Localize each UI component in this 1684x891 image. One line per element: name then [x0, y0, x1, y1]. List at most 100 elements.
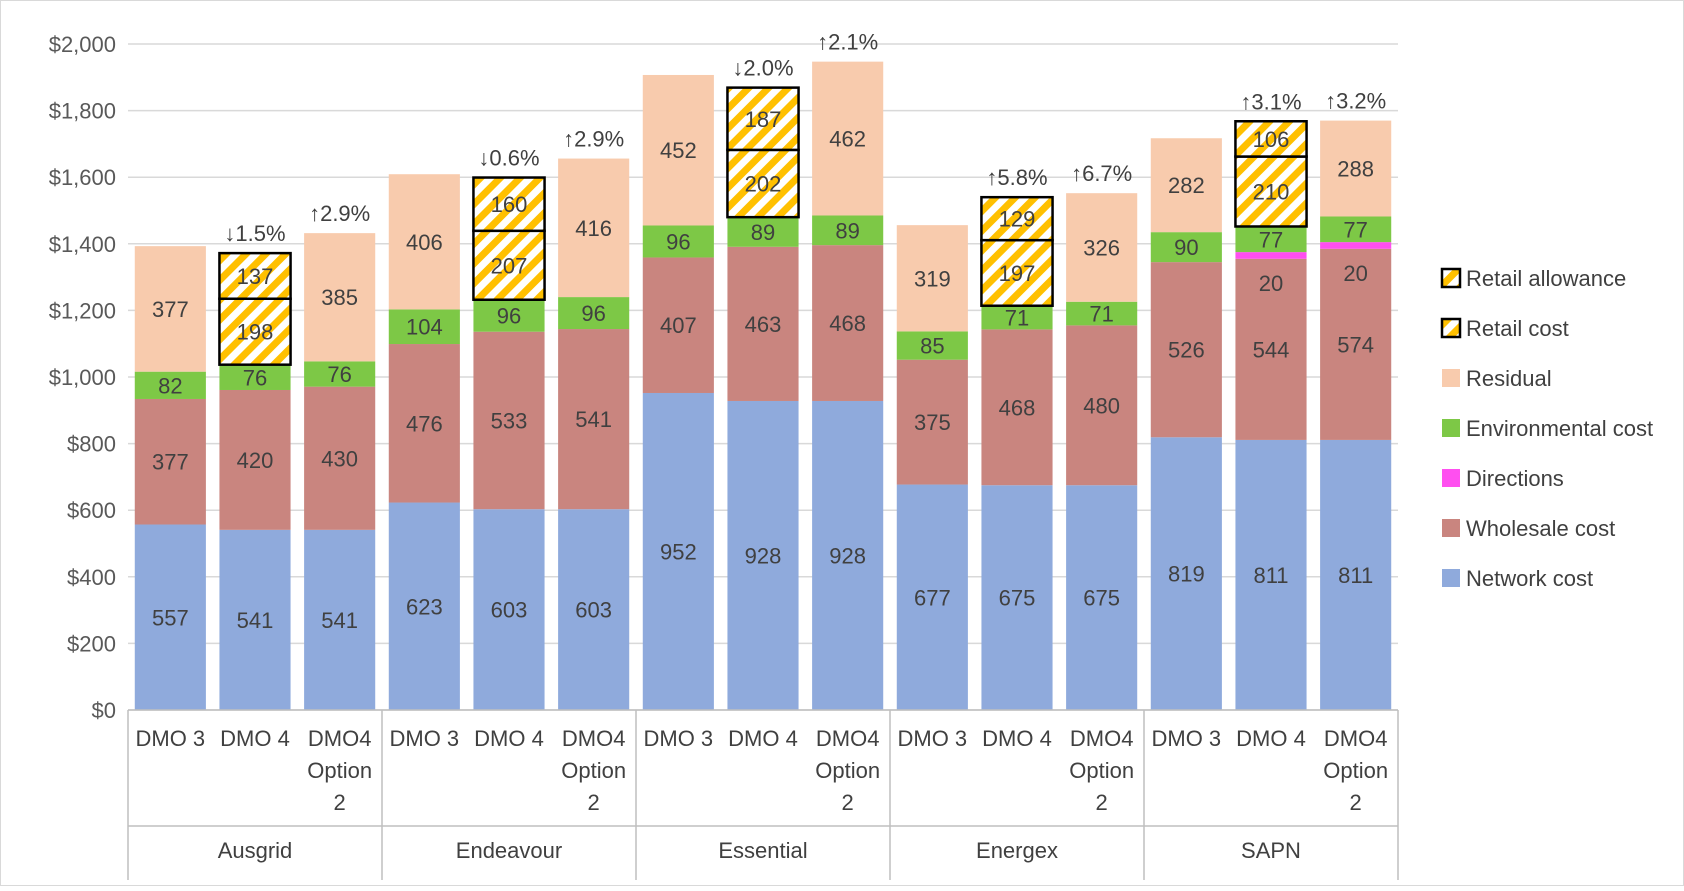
- category-label: Option: [1069, 758, 1134, 783]
- category-label: Option: [1323, 758, 1388, 783]
- bar-segment-wholesale: [727, 246, 799, 401]
- bar-segment-residual: [896, 225, 968, 332]
- bar-segment-retail-allowance: [980, 195, 1054, 242]
- bar-segment-wholesale: [388, 344, 460, 503]
- bar-segment-retail-allowance: [1234, 120, 1308, 158]
- bar-segment-environmental: [1066, 301, 1138, 326]
- bar-segment-residual: [134, 246, 206, 372]
- data-label: 187: [745, 107, 782, 132]
- bar-segment-environmental: [388, 309, 460, 345]
- bar-segment-environmental: [1320, 216, 1392, 243]
- data-label: 541: [237, 608, 274, 633]
- bar-segment-network: [388, 502, 460, 710]
- bar-segment-wholesale: [1150, 262, 1222, 438]
- bar-segment-environmental: [1235, 226, 1307, 253]
- data-label: 533: [491, 408, 528, 433]
- group-label: Essential: [718, 838, 807, 863]
- bar-segment-retail-cost: [980, 238, 1054, 307]
- bar-segment-directions: [1235, 252, 1307, 259]
- category-label: DMO4: [1070, 726, 1134, 751]
- data-label: 106: [1253, 127, 1290, 152]
- bar-segment-network: [473, 509, 545, 710]
- category-label: DMO 3: [389, 726, 459, 751]
- data-label: 76: [327, 362, 351, 387]
- category-label: DMO 3: [1151, 726, 1221, 751]
- data-label: 82: [158, 373, 182, 398]
- data-label: 326: [1083, 235, 1120, 260]
- change-annotation: ↑2.1%: [817, 30, 878, 55]
- data-label: 104: [406, 315, 443, 340]
- data-label: 71: [1005, 306, 1029, 331]
- change-annotation: ↑2.9%: [563, 127, 624, 152]
- data-label: 819: [1168, 562, 1205, 587]
- bar-segment-wholesale: [1320, 248, 1392, 440]
- bar-segment-environmental: [219, 364, 291, 390]
- group-label: Ausgrid: [218, 838, 293, 863]
- data-label: 416: [575, 216, 612, 241]
- data-label: 811: [1338, 563, 1373, 588]
- bar-segment-residual: [1066, 193, 1138, 302]
- legend-swatch-directions: [1442, 469, 1460, 487]
- change-annotation: ↑5.8%: [986, 165, 1047, 190]
- group-label: Endeavour: [456, 838, 562, 863]
- bar-segment-network: [134, 524, 206, 710]
- bar-segment-wholesale: [558, 329, 630, 510]
- legend-swatch-environmental: [1442, 419, 1460, 437]
- data-label: 202: [745, 172, 782, 197]
- change-annotation: ↓1.5%: [224, 221, 285, 246]
- category-label: DMO 4: [728, 726, 798, 751]
- data-label: 377: [152, 450, 189, 475]
- data-label: 77: [1259, 227, 1283, 252]
- data-label: 675: [1083, 586, 1120, 611]
- bar-segment-network: [1235, 439, 1307, 710]
- data-label: 406: [406, 230, 443, 255]
- data-label: 811: [1253, 563, 1288, 588]
- data-label: 198: [237, 320, 274, 345]
- data-label: 385: [321, 285, 358, 310]
- category-label: DMO 3: [135, 726, 205, 751]
- bar-segment-network: [1320, 439, 1392, 710]
- data-label: 468: [829, 311, 866, 336]
- y-tick-label: $2,000: [49, 32, 116, 57]
- category-label: DMO4: [1324, 726, 1388, 751]
- group-label: SAPN: [1241, 838, 1301, 863]
- bar-segment-retail-allowance: [218, 251, 292, 300]
- bar-segment-network: [1150, 437, 1222, 710]
- bar-segment-wholesale: [981, 329, 1053, 486]
- bar-segment-wholesale: [1066, 325, 1138, 486]
- y-tick-label: $600: [67, 498, 116, 523]
- bar-segment-network: [981, 485, 1053, 710]
- data-label: 207: [491, 253, 528, 278]
- y-axis: $0 $200 $400 $600 $800 $1,000 $1,200 $1,400 $1,6…: [49, 32, 116, 723]
- change-annotation: ↑3.2%: [1325, 89, 1386, 114]
- legend-label: Directions: [1466, 466, 1564, 491]
- category-label: DMO 3: [897, 726, 967, 751]
- data-label: 430: [321, 446, 358, 471]
- data-label: 574: [1337, 332, 1374, 357]
- bar-segment-residual: [1320, 120, 1392, 217]
- category-label: Option: [815, 758, 880, 783]
- y-tick-label: $400: [67, 565, 116, 590]
- bar-segment-environmental: [558, 297, 630, 330]
- bars: 557 377 82 377 541 420 76 198 137 541 430 76 385 623 4…: [134, 61, 1392, 710]
- data-label: 96: [666, 229, 690, 254]
- change-annotation: ↑3.1%: [1240, 89, 1301, 114]
- data-label: 319: [914, 266, 951, 291]
- data-label: 76: [243, 365, 267, 390]
- bar-segment-wholesale: [134, 398, 206, 525]
- category-label: DMO4: [816, 726, 880, 751]
- data-label: 77: [1343, 217, 1367, 242]
- bar-segment-residual: [388, 174, 460, 310]
- bar-segment-retail-cost: [726, 148, 800, 219]
- bar-segment-wholesale: [896, 359, 968, 485]
- x-axis: DMO 3 DMO 4 DMO4 Option 2 Ausgrid DMO 3 DMO 4 DM…: [127, 709, 1399, 880]
- legend-swatch-retail-cost: [1440, 317, 1462, 339]
- group-label: Energex: [976, 838, 1058, 863]
- y-tick-label: $0: [92, 698, 116, 723]
- change-annotation: ↑2.9%: [309, 201, 370, 226]
- y-tick-label: $1,000: [49, 365, 116, 390]
- bar-segment-environmental: [473, 299, 545, 332]
- bar-segment-retail-cost: [1234, 155, 1308, 228]
- data-label: 541: [575, 407, 612, 432]
